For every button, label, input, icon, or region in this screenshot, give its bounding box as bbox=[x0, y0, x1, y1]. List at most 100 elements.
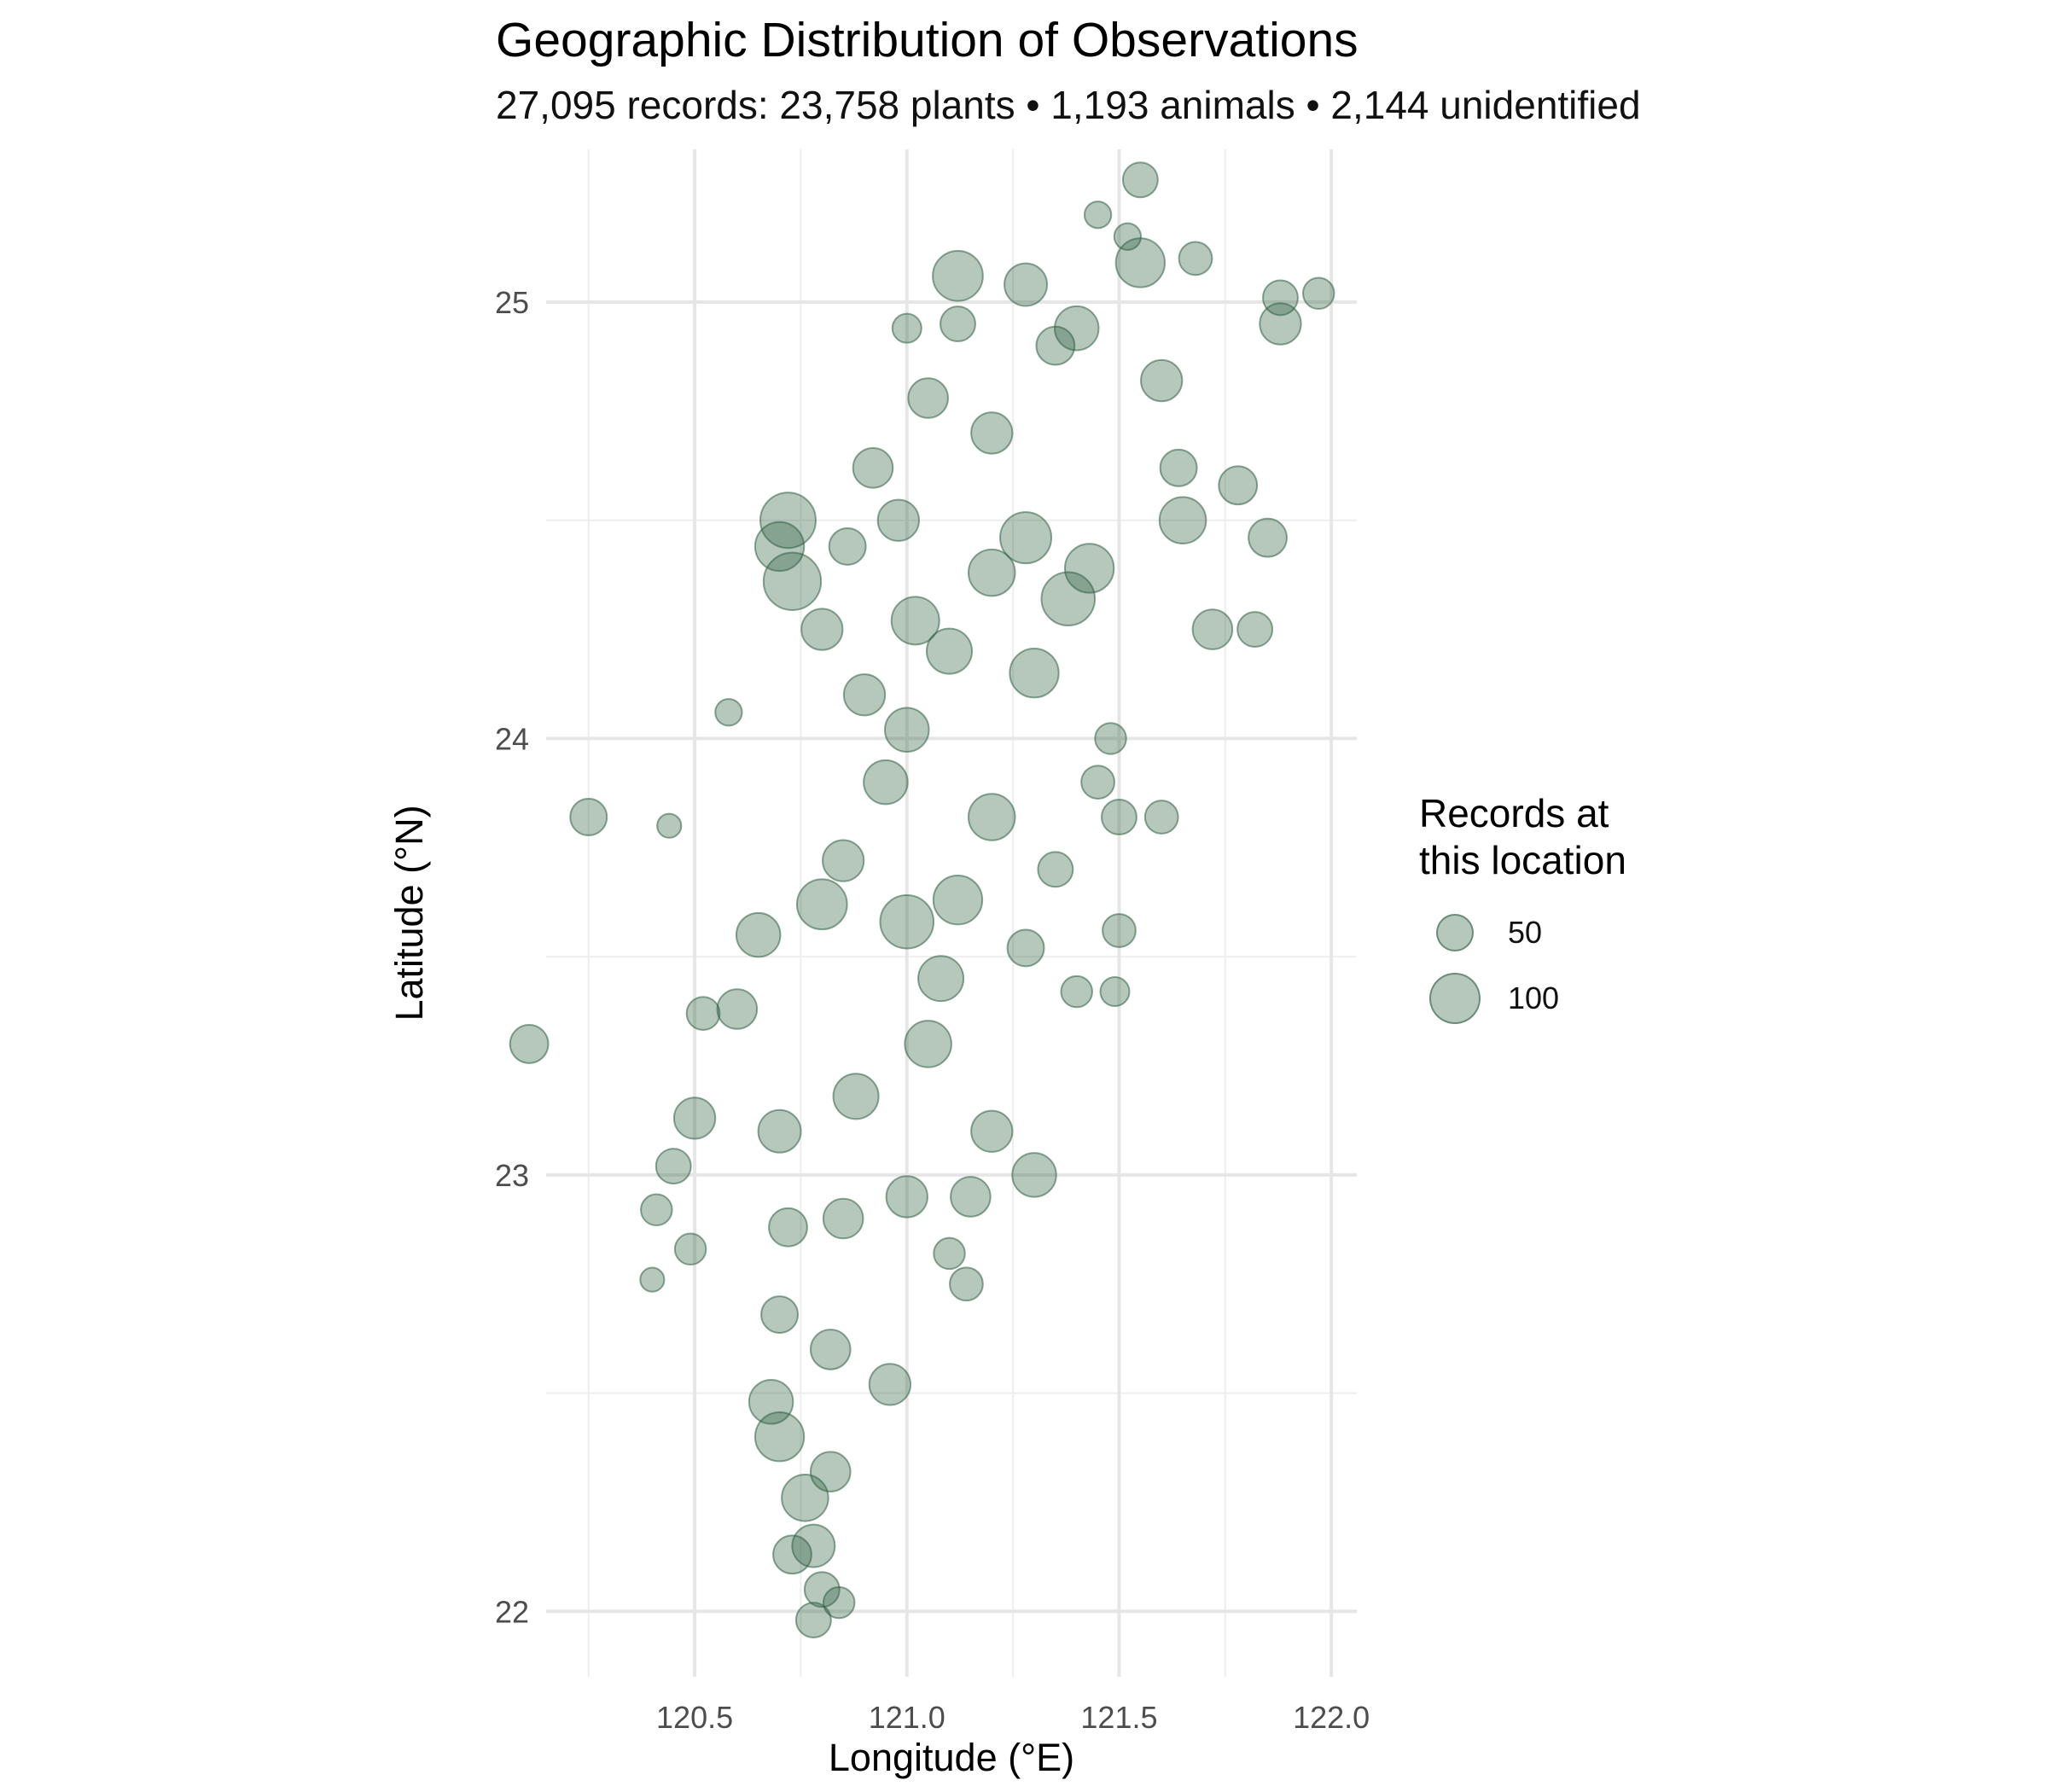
data-point bbox=[917, 955, 965, 1003]
data-point bbox=[809, 1329, 852, 1370]
data-point bbox=[884, 707, 930, 753]
data-point bbox=[933, 1236, 966, 1271]
data-point bbox=[672, 1097, 717, 1140]
data-point bbox=[1158, 496, 1207, 544]
grid-lines bbox=[546, 149, 1357, 1677]
data-point bbox=[1191, 608, 1234, 650]
data-point bbox=[1259, 302, 1302, 346]
data-point bbox=[509, 1024, 550, 1064]
data-point bbox=[791, 1523, 836, 1568]
data-point bbox=[932, 874, 984, 926]
data-point bbox=[868, 1363, 912, 1406]
data-point bbox=[759, 492, 817, 550]
data-point bbox=[1121, 161, 1159, 199]
data-point bbox=[569, 798, 608, 836]
data-point bbox=[1009, 648, 1060, 699]
legend-item: 50 bbox=[1419, 903, 1641, 963]
legend-key bbox=[1429, 973, 1481, 1024]
data-point bbox=[1301, 276, 1335, 311]
legend-item: 100 bbox=[1419, 969, 1641, 1028]
data-point bbox=[1113, 222, 1143, 251]
x-tick-label: 121.0 bbox=[869, 1700, 945, 1735]
y-axis-title: Latitude (°N) bbox=[387, 805, 431, 1021]
data-point bbox=[863, 759, 909, 806]
data-point bbox=[639, 1266, 666, 1293]
data-point bbox=[655, 1148, 692, 1185]
chart-title: Geographic Distribution of Observations bbox=[496, 13, 1359, 67]
data-point bbox=[1083, 201, 1113, 230]
data-point bbox=[999, 511, 1053, 565]
data-point bbox=[1006, 928, 1045, 968]
data-point bbox=[1004, 262, 1049, 307]
data-point bbox=[1218, 465, 1259, 506]
x-tick-label: 120.5 bbox=[656, 1700, 733, 1735]
data-point bbox=[794, 1602, 832, 1638]
data-point bbox=[1063, 543, 1115, 594]
data-point bbox=[832, 1073, 880, 1120]
data-point bbox=[685, 996, 721, 1032]
data-point bbox=[949, 1266, 984, 1302]
data-point bbox=[1178, 241, 1213, 276]
data-point bbox=[940, 305, 976, 343]
data-point bbox=[967, 793, 1016, 841]
data-point bbox=[753, 521, 806, 573]
data-point bbox=[925, 627, 974, 675]
y-tick-label: 24 bbox=[495, 721, 529, 756]
data-point bbox=[822, 1585, 856, 1620]
data-point bbox=[1099, 976, 1131, 1008]
data-point bbox=[1101, 799, 1137, 835]
data-point bbox=[904, 1020, 952, 1068]
y-tick-label: 25 bbox=[495, 285, 529, 320]
data-point bbox=[800, 608, 844, 651]
legend-title: Records at this location bbox=[1419, 790, 1626, 884]
data-point bbox=[876, 498, 920, 542]
data-point bbox=[1040, 571, 1097, 627]
data-point bbox=[1053, 305, 1100, 352]
data-point bbox=[1236, 611, 1274, 649]
data-point bbox=[1060, 975, 1093, 1009]
data-point bbox=[1037, 851, 1074, 888]
data-point bbox=[795, 878, 848, 931]
data-point bbox=[891, 312, 922, 344]
x-tick-label: 122.0 bbox=[1293, 1700, 1370, 1735]
legend-title-line: Records at bbox=[1419, 791, 1609, 835]
data-point bbox=[768, 1207, 808, 1248]
data-point bbox=[822, 1197, 864, 1240]
data-point bbox=[772, 1534, 812, 1575]
data-point bbox=[1102, 913, 1137, 948]
data-point bbox=[879, 893, 935, 950]
data-point bbox=[842, 673, 887, 717]
data-point bbox=[753, 1411, 806, 1463]
data-point bbox=[967, 548, 1016, 597]
data-point bbox=[1159, 448, 1198, 487]
data-point bbox=[762, 551, 823, 611]
data-point bbox=[656, 812, 683, 839]
legend-label: 100 bbox=[1508, 980, 1560, 1015]
data-point bbox=[828, 527, 867, 566]
legend-title-line: this location bbox=[1419, 838, 1626, 882]
data-point bbox=[950, 1176, 992, 1218]
data-point bbox=[640, 1193, 673, 1227]
data-point bbox=[673, 1232, 707, 1266]
data-point bbox=[1262, 279, 1299, 317]
data-point bbox=[885, 1175, 928, 1219]
x-axis-ticks: 120.5 121.0 121.5 122.0 bbox=[656, 1700, 1370, 1735]
legend-label: 50 bbox=[1508, 915, 1543, 950]
data-point bbox=[907, 377, 949, 419]
data-point bbox=[1080, 765, 1115, 800]
data-point bbox=[781, 1474, 829, 1522]
data-point bbox=[932, 249, 984, 302]
data-point bbox=[803, 1571, 841, 1609]
data-point bbox=[970, 411, 1014, 455]
y-tick-label: 22 bbox=[495, 1594, 529, 1629]
data-point bbox=[757, 1108, 802, 1154]
data-point bbox=[970, 1109, 1014, 1153]
data-point bbox=[1114, 237, 1167, 288]
y-tick-label: 23 bbox=[495, 1158, 529, 1193]
x-tick-label: 121.5 bbox=[1080, 1700, 1157, 1735]
x-axis-title: Longitude (°E) bbox=[829, 1736, 1074, 1779]
data-point bbox=[822, 839, 865, 882]
data-point bbox=[1011, 1152, 1057, 1198]
data-point bbox=[890, 596, 940, 646]
